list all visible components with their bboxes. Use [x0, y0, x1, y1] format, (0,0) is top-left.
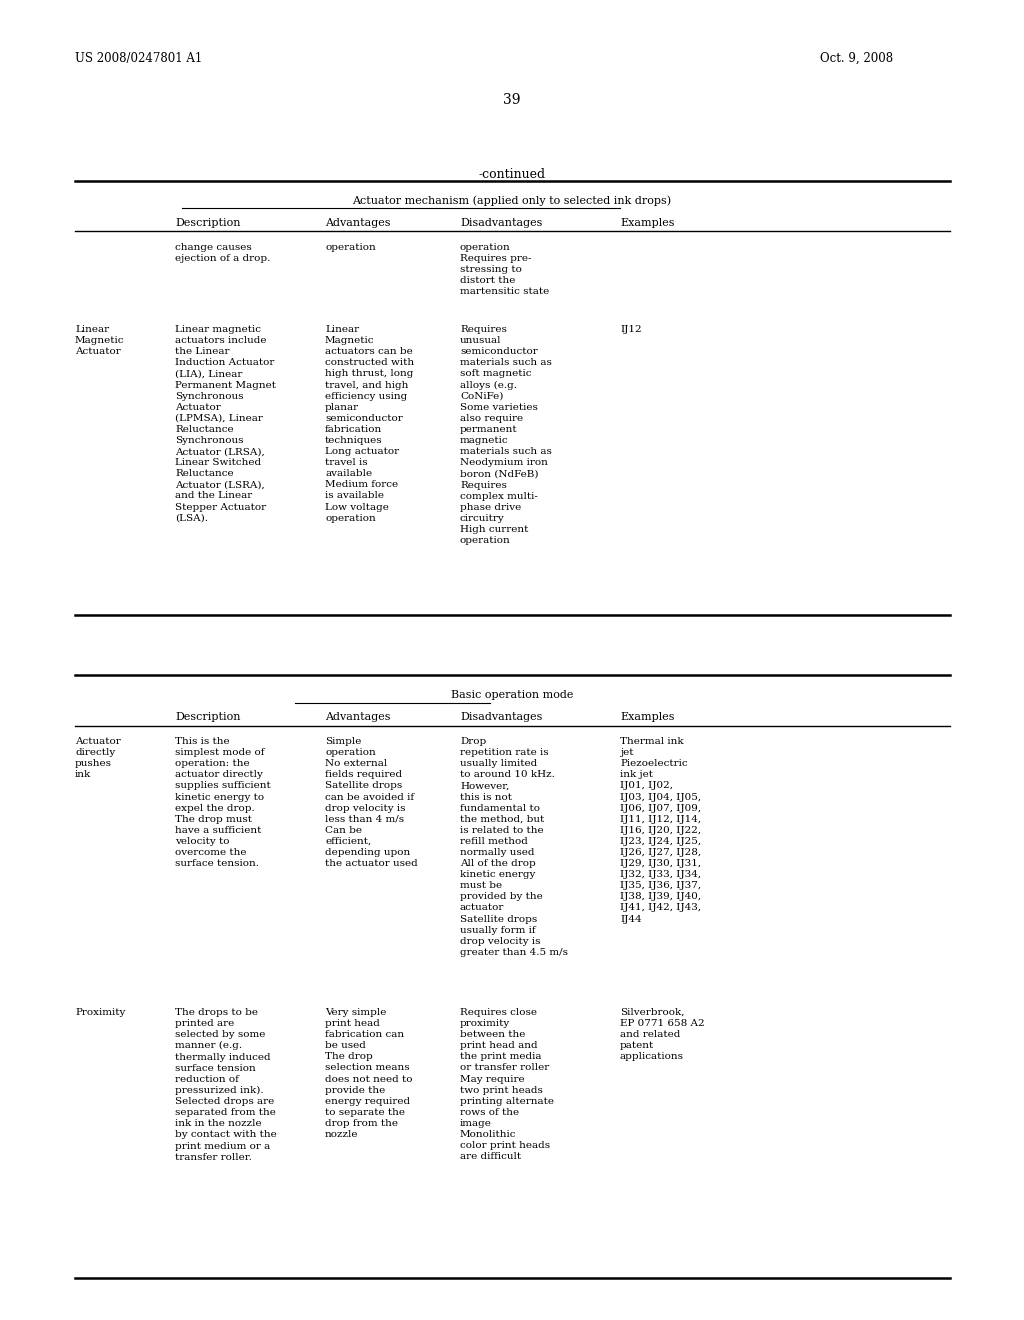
Text: Examples: Examples [620, 218, 675, 228]
Text: Requires close
proximity
between the
print head and
the print media
or transfer : Requires close proximity between the pri… [460, 1008, 554, 1162]
Text: IJ12: IJ12 [620, 325, 642, 334]
Text: Disadvantages: Disadvantages [460, 711, 543, 722]
Text: operation
Requires pre-
stressing to
distort the
martensitic state: operation Requires pre- stressing to dis… [460, 243, 549, 297]
Text: Linear
Magnetic
actuators can be
constructed with
high thrust, long
travel, and : Linear Magnetic actuators can be constru… [325, 325, 414, 523]
Text: Linear magnetic
actuators include
the Linear
Induction Actuator
(LIA), Linear
Pe: Linear magnetic actuators include the Li… [175, 325, 276, 523]
Text: Description: Description [175, 218, 241, 228]
Text: Advantages: Advantages [325, 711, 390, 722]
Text: Description: Description [175, 711, 241, 722]
Text: This is the
simplest mode of
operation: the
actuator directly
supplies sufficien: This is the simplest mode of operation: … [175, 737, 270, 869]
Text: Simple
operation
No external
fields required
Satellite drops
can be avoided if
d: Simple operation No external fields requ… [325, 737, 418, 869]
Text: operation: operation [325, 243, 376, 252]
Text: Basic operation mode: Basic operation mode [451, 690, 573, 700]
Text: change causes
ejection of a drop.: change causes ejection of a drop. [175, 243, 270, 263]
Text: Proximity: Proximity [75, 1008, 125, 1016]
Text: Requires
unusual
semiconductor
materials such as
soft magnetic
alloys (e.g.
CoNi: Requires unusual semiconductor materials… [460, 325, 552, 545]
Text: -continued: -continued [478, 168, 546, 181]
Text: Disadvantages: Disadvantages [460, 218, 543, 228]
Text: 39: 39 [503, 92, 521, 107]
Text: Linear
Magnetic
Actuator: Linear Magnetic Actuator [75, 325, 125, 356]
Text: Oct. 9, 2008: Oct. 9, 2008 [820, 51, 893, 65]
Text: Examples: Examples [620, 711, 675, 722]
Text: Very simple
print head
fabrication can
be used
The drop
selection means
does not: Very simple print head fabrication can b… [325, 1008, 413, 1139]
Text: Drop
repetition rate is
usually limited
to around 10 kHz.
However,
this is not
f: Drop repetition rate is usually limited … [460, 737, 568, 957]
Text: US 2008/0247801 A1: US 2008/0247801 A1 [75, 51, 203, 65]
Text: Silverbrook,
EP 0771 658 A2
and related
patent
applications: Silverbrook, EP 0771 658 A2 and related … [620, 1008, 705, 1061]
Text: Actuator
directly
pushes
ink: Actuator directly pushes ink [75, 737, 121, 779]
Text: Actuator mechanism (applied only to selected ink drops): Actuator mechanism (applied only to sele… [352, 195, 672, 206]
Text: Advantages: Advantages [325, 218, 390, 228]
Text: Thermal ink
jet
Piezoelectric
ink jet
IJ01, IJ02,
IJ03, IJ04, IJ05,
IJ06, IJ07, : Thermal ink jet Piezoelectric ink jet IJ… [620, 737, 701, 924]
Text: The drops to be
printed are
selected by some
manner (e.g.
thermally induced
surf: The drops to be printed are selected by … [175, 1008, 276, 1162]
